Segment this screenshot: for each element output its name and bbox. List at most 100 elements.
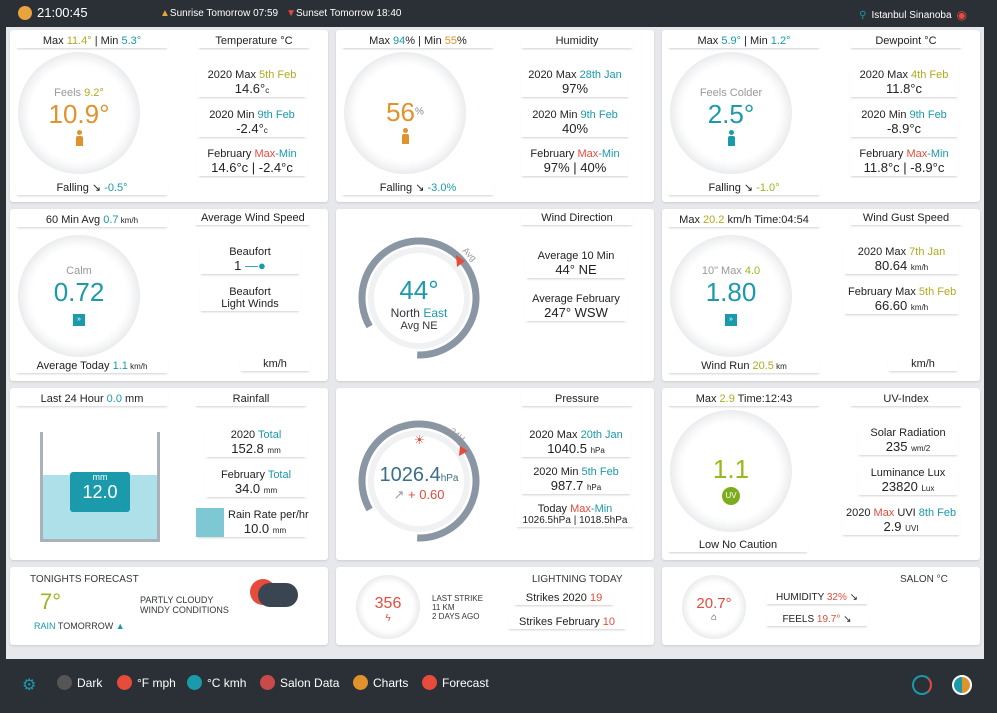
location[interactable]: ⚲ Istanbul Sinanoba ◉ — [859, 8, 967, 22]
forecast-button[interactable]: Forecast — [422, 675, 489, 690]
dew-trend: Falling ↘ -1.0° — [668, 180, 820, 195]
forecast-desc: PARTLY CLOUDY WINDY CONDITIONS — [140, 595, 229, 615]
charts-button[interactable]: Charts — [353, 675, 408, 690]
wind-run: Wind Run 20.5 km — [668, 359, 820, 373]
forecast-title: TONIGHTS FORECAST — [30, 574, 139, 585]
charts-dot-icon — [353, 675, 368, 690]
salon-data-button[interactable]: Salon Data — [260, 675, 339, 690]
dir-avg-feb: Average February 247° WSW — [526, 292, 626, 321]
time-text: 21:00:45 — [37, 5, 88, 20]
dew-2020-max: 2020 Max 4th Feb 11.8°c — [850, 68, 958, 97]
rain-feb-total: February Total 34.0 mm — [206, 468, 306, 497]
theme-toggle[interactable] — [952, 675, 972, 695]
temp-maxmin: Max 11.4° | Min 5.3° — [16, 34, 168, 48]
wind-expand-icon[interactable]: » — [73, 314, 85, 326]
sunset-icon: ▼ — [286, 8, 297, 19]
rain-2020-total: 2020 Total 152.8 mm — [206, 428, 306, 457]
dark-button[interactable]: Dark — [57, 675, 102, 690]
temperature-card: Max 11.4° | Min 5.3° Temperature °C Feel… — [10, 30, 328, 202]
dir-avg10: Average 10 Min 44° NE — [526, 249, 626, 278]
pres-readout: 1026.4hPa ↗ + 0.60 — [379, 464, 459, 502]
hum-value: 56 — [386, 97, 415, 127]
rain-rate: Rain Rate per/hr 10.0 mm — [196, 508, 309, 537]
hum-2020-max: 2020 Max 28th Jan 97% — [521, 68, 629, 97]
lightning-card: LIGHTNING TODAY 356 ϟ LAST STRIKE 11 KM 2 D… — [336, 567, 654, 645]
temp-value: 10.9° — [48, 99, 110, 129]
temp-title: Temperature °C — [198, 34, 310, 48]
solar-radiation: Solar Radiation 235 wm/2 — [858, 426, 958, 455]
uv-max: Max 2.9 Time:12:43 — [668, 392, 820, 406]
forecast-dot-icon — [422, 675, 437, 690]
person-icon — [728, 130, 735, 146]
pressure-card: Pressure 24H ☀ 1026.4hPa ↗ + 0.60 2020 M… — [336, 388, 654, 560]
wind-speed-card: 60 Min Avg 0.7 km/h Average Wind Speed C… — [10, 209, 328, 381]
wind-unit: km/h — [240, 357, 310, 371]
uv-gauge — [670, 410, 792, 532]
hum-2020-min: 2020 Min 9th Feb 40% — [521, 108, 629, 137]
weather-icon — [18, 5, 32, 20]
wind-title: Average Wind Speed — [195, 211, 310, 225]
fmph-button[interactable]: °F mph — [117, 675, 176, 690]
trend-down-icon: ↘ — [743, 182, 754, 194]
sunset: ▼Sunset Tomorrow 18:40 — [286, 8, 402, 19]
temp-feb-maxmin: February Max-Min 14.6°c | -2.4°c — [198, 147, 306, 176]
trend-down-icon: ↘ — [91, 182, 102, 194]
dir-title: Wind Direction — [521, 211, 633, 225]
salon-dot-icon — [260, 675, 275, 690]
salon-gauge — [682, 575, 746, 639]
beaufort: Beaufort 1 —● — [200, 245, 300, 274]
gust-max: Max 20.2 km/h Time:04:54 — [668, 213, 820, 227]
humidity-card: Max 94% | Min 55% Humidity 56% Falling ↘… — [336, 30, 654, 202]
uv-badge: UV — [722, 487, 740, 505]
gust-unit: km/h — [888, 357, 958, 371]
dew-feb-maxmin: February Max-Min 11.8°c | -8.9°c — [850, 147, 958, 176]
salon-title: SALON °C — [900, 574, 948, 585]
gust-feb-max: February Max 5th Feb 66.60 km/h — [844, 285, 959, 314]
strikes-2020: Strikes 2020 19 — [514, 591, 614, 605]
gust-title: Wind Gust Speed — [850, 211, 962, 225]
lightning-gauge — [356, 575, 420, 639]
temp-gauge — [18, 52, 140, 174]
trend-down-icon: ↘ — [415, 182, 425, 194]
bolt-icon: ϟ — [385, 613, 391, 624]
person-icon — [76, 130, 83, 146]
dir-readout: 44° North East Avg NE — [390, 275, 448, 332]
salon-readout: 20.7° ⌂ — [682, 595, 746, 623]
sunrise: ▲Sunrise Tomorrow 07:59 — [160, 8, 279, 19]
dew-title: Dewpoint °C — [850, 34, 962, 48]
dark-dot-icon — [57, 675, 72, 690]
dew-2020-min: 2020 Min 9th Feb -8.9°c — [850, 108, 958, 137]
salon-card: SALON °C 20.7° ⌂ HUMIDITY 32% ↘ FEELS 19.… — [662, 567, 980, 645]
pressure-gauge: 24H ☀ — [358, 420, 480, 542]
trend-up-icon: ↗ — [393, 487, 405, 502]
ckmh-button[interactable]: °C kmh — [187, 675, 246, 690]
uv-readout: 1.1 UV — [670, 454, 792, 505]
dewpoint-card: Max 5.9° | Min 1.2° Dewpoint °C Feels Co… — [662, 30, 980, 202]
settings-button[interactable]: ⚙ — [22, 675, 36, 695]
pres-2020-max: 2020 Max 20th Jan 1040.5 hPa — [521, 428, 631, 457]
hum-feb-maxmin: February Max-Min 97% | 40% — [521, 147, 629, 176]
rain-title: Rainfall — [195, 392, 307, 406]
hum-trend: Falling ↘ -3.0% — [342, 180, 494, 195]
temp-2020-min: 2020 Min 9th Feb -2.4°c — [198, 108, 306, 137]
forecast-card: TONIGHTS FORECAST 7° PARTLY CLOUDY WINDY … — [10, 567, 328, 645]
gust-readout: 10" Max 4.0 1.80 » — [670, 265, 792, 326]
fmph-dot-icon — [117, 675, 132, 690]
direction-pointer-icon — [456, 255, 465, 267]
rain-24h: Last 24 Hour 0.0 mm — [16, 392, 168, 406]
warning-icon: ▲ — [115, 621, 125, 631]
gust-expand-icon[interactable]: » — [725, 314, 737, 326]
refresh-icon — [912, 675, 932, 695]
forecast-rain: RAIN TOMORROW ▲ — [34, 621, 125, 631]
temp-readout: Feels 9.2° 10.9° — [18, 87, 140, 151]
pres-2020-min: 2020 Min 5th Feb 987.7 hPa — [521, 465, 631, 494]
hum-maxmin: Max 94% | Min 55% — [342, 34, 494, 48]
home-icon: ⌂ — [710, 612, 718, 623]
person-icon — [402, 128, 409, 144]
dew-gauge — [670, 52, 792, 174]
sun-times: ▲Sunrise Tomorrow 07:59 ▼Sunset Tomorrow… — [160, 8, 401, 19]
refresh-button[interactable] — [912, 675, 932, 695]
pressure-pointer-icon — [459, 446, 468, 456]
lightning-count: 356 ϟ — [356, 595, 420, 624]
rainfall-card: Last 24 Hour 0.0 mm Rainfall mm 12.0 202… — [10, 388, 328, 560]
